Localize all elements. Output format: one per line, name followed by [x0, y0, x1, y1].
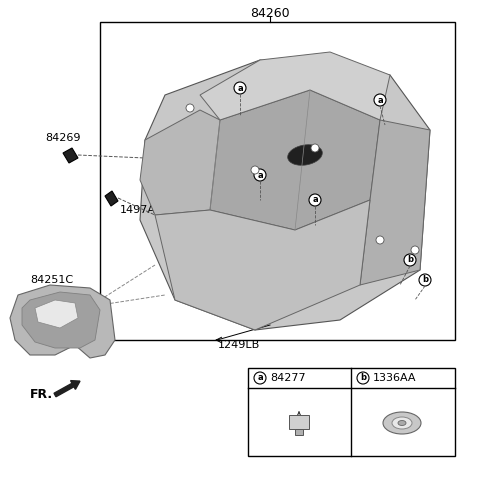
Bar	[289, 415, 309, 429]
Circle shape	[186, 104, 194, 112]
Polygon shape	[22, 292, 100, 348]
Text: a: a	[257, 373, 263, 382]
Polygon shape	[140, 60, 430, 330]
Circle shape	[411, 246, 419, 254]
Text: b: b	[422, 275, 428, 284]
Text: 84260: 84260	[250, 7, 290, 20]
Circle shape	[419, 274, 431, 286]
Circle shape	[404, 254, 416, 266]
Polygon shape	[200, 90, 380, 230]
Circle shape	[376, 236, 384, 244]
Ellipse shape	[288, 145, 323, 165]
Ellipse shape	[383, 412, 421, 434]
Circle shape	[374, 94, 386, 106]
Polygon shape	[360, 120, 430, 285]
Text: a: a	[377, 96, 383, 105]
Polygon shape	[155, 200, 370, 330]
Text: 84277: 84277	[270, 373, 306, 383]
Bar	[295, 429, 303, 435]
Circle shape	[309, 194, 321, 206]
Polygon shape	[200, 52, 390, 120]
Text: 1497AB: 1497AB	[120, 205, 164, 215]
Text: a: a	[257, 171, 263, 180]
Text: b: b	[360, 373, 366, 382]
Polygon shape	[10, 285, 115, 358]
Bar	[248, 368, 455, 456]
Circle shape	[357, 372, 369, 384]
Circle shape	[251, 166, 259, 174]
FancyArrow shape	[54, 380, 80, 397]
Polygon shape	[140, 110, 220, 215]
Polygon shape	[105, 191, 118, 206]
Ellipse shape	[398, 421, 406, 425]
Polygon shape	[63, 148, 78, 163]
Circle shape	[311, 144, 319, 152]
Text: 1249LB: 1249LB	[218, 340, 260, 350]
Text: 84269: 84269	[45, 133, 81, 143]
Ellipse shape	[392, 417, 412, 429]
Circle shape	[234, 82, 246, 94]
Text: 1336AA: 1336AA	[373, 373, 417, 383]
Polygon shape	[35, 300, 78, 328]
Text: FR.: FR.	[30, 389, 53, 402]
Circle shape	[254, 169, 266, 181]
Bar	[100, 22, 455, 340]
Text: a: a	[312, 196, 318, 205]
Text: 84251C: 84251C	[30, 275, 73, 285]
Circle shape	[254, 372, 266, 384]
Text: b: b	[407, 256, 413, 264]
Text: a: a	[237, 84, 243, 93]
